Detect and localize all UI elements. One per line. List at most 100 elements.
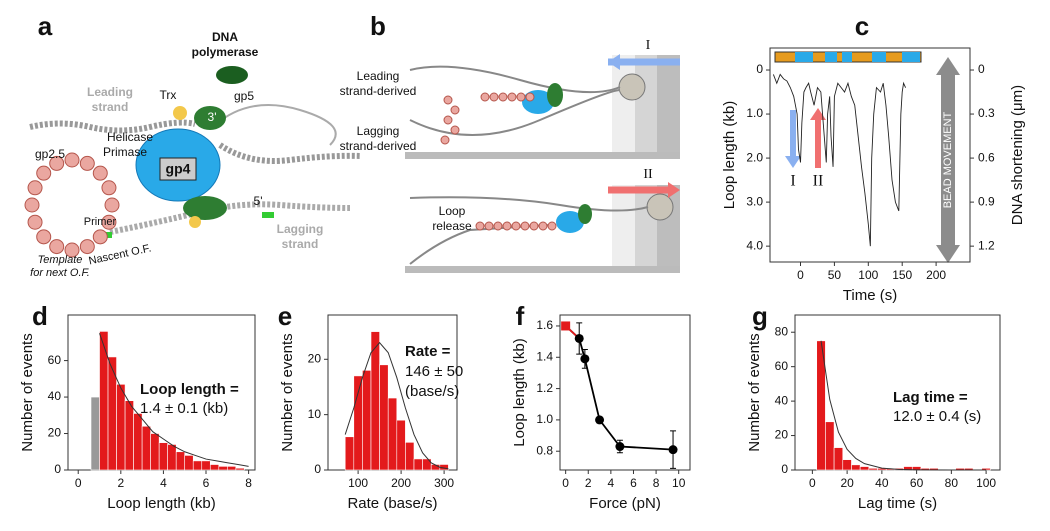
x-tick-label: 8 [653,476,660,490]
bar [235,467,245,471]
bead [646,193,674,221]
y-tick-label: 4.0 [746,238,763,252]
annotation: 146 ± 50 [405,363,463,380]
bar [344,436,355,471]
gp5-lagging [183,196,227,220]
gp5 [578,204,592,224]
bar [90,396,100,471]
state-bar [842,52,852,62]
y-tick-label: 40 [48,389,62,403]
bar [851,464,861,471]
x-axis-label: Time (s) [843,287,897,304]
bead-protein [511,221,521,231]
x-axis-label: Rate (base/s) [347,495,437,512]
y-tick-label: 1.0 [536,412,553,426]
line [772,73,907,247]
bead-protein [36,229,52,245]
x-axis-label: Lag time (s) [858,495,937,512]
bar [868,467,878,471]
bar [833,447,844,471]
bead-protein [450,125,460,135]
bead-protein [493,221,503,231]
x-tick-label: 0 [75,476,82,490]
bead-protein [484,221,494,231]
plot-frame [769,47,971,263]
y2-tick-label: 0.3 [978,106,995,120]
panel-label: d [32,301,48,331]
y-axis-label: Loop length (kb) [511,338,528,446]
label: Lagging [277,222,324,236]
bead-protein [27,180,43,196]
x-tick-label: 2 [585,476,592,490]
annotation: BEAD MOVEMENT [942,111,954,208]
bead-arrow [941,75,955,245]
bar [362,370,372,471]
bead-protein [525,92,535,102]
label: Nascent O.F. [88,242,153,267]
chart: 0 20 40 60 80 100 0 20 40 60 80 Lag time (s) Number … [746,314,1001,512]
x-tick-label: 100 [348,476,368,490]
y2-tick-label: 0 [978,62,985,76]
trx [173,106,187,120]
label: polymerase [192,45,259,59]
annotation: Rate = [405,343,451,360]
bead-protein [64,242,80,258]
label: strand [282,237,319,251]
x-tick-label: 6 [203,476,210,490]
x-tick-label: 0 [809,476,816,490]
x-tick-label: 20 [840,476,854,490]
bar [133,413,143,471]
bead-protein [79,239,95,255]
bar [124,400,134,471]
bead-protein [101,180,117,196]
y-tick-label: 10 [308,407,322,421]
panel-label: f [516,301,525,331]
trx-lagging [189,216,201,228]
y2-axis-label: DNA shortening (μm) [1009,85,1026,225]
y-tick-label: 1.2 [536,381,553,395]
y-axis-label: Loop length (kb) [721,101,738,209]
panel-label: a [38,11,53,41]
parental-dna [218,142,361,164]
annotation: (base/s) [405,383,459,400]
label: I [646,38,651,53]
bead-protein [450,105,460,115]
label: Helicase [107,130,153,144]
bead-protein [49,155,65,171]
state-bar [902,52,920,62]
bead-protein [36,165,52,181]
label: II [643,167,653,182]
y-tick-label: 60 [48,353,62,367]
dna [409,224,551,265]
bead-protein [443,115,453,125]
y-tick-label: 20 [48,426,62,440]
label: Lagging [357,124,400,138]
x-tick-label: 4 [608,476,615,490]
y2-tick-label: 0.6 [978,150,995,164]
panel-label: e [278,301,292,331]
label: gp5 [234,89,254,103]
y-tick-label: 80 [775,324,789,338]
bead-protein [529,221,539,231]
x-tick-label: 80 [945,476,959,490]
x-tick-label: 2 [117,476,124,490]
bead-protein [502,221,512,231]
x-tick-label: 300 [434,476,454,490]
panel-label: g [752,301,768,331]
label: strand-derived [340,84,417,98]
bar [842,459,852,471]
leading-dna [29,119,196,134]
marker [561,321,571,331]
y-axis-label: Number of events [279,333,296,451]
label: for next O.F. [30,267,90,279]
bead-protein [547,221,557,231]
bar [227,466,237,471]
label: 5' [254,194,263,208]
bead-protein [104,197,120,213]
bar [184,455,194,471]
x-axis-label: Loop length (kb) [107,495,215,512]
state-bar [795,52,813,62]
surface [405,266,680,273]
y-tick-label: 60 [775,359,789,373]
